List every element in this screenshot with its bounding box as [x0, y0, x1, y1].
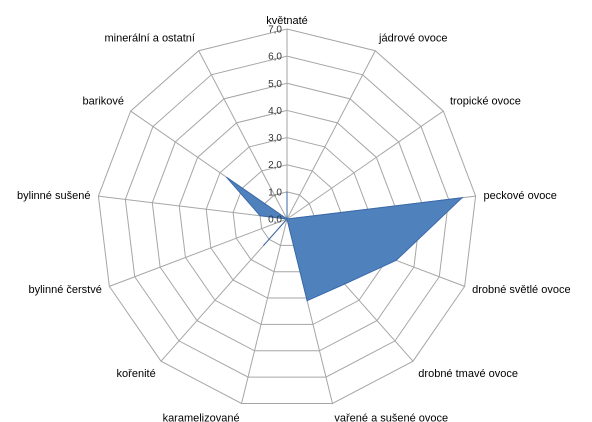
- category-label: tropické ovoce: [450, 96, 521, 108]
- category-label: drobné světlé ovoce: [472, 284, 570, 296]
- category-label: bylinné sušené: [17, 190, 90, 202]
- axis-spoke: [98, 195, 288, 220]
- data-point: [306, 300, 308, 302]
- data-point: [461, 197, 463, 199]
- tick-label: 2,0: [268, 160, 282, 171]
- axis-spoke: [109, 218, 288, 287]
- category-label-layer: květnaté jádrové ovoce tropické ovoce pecko…: [17, 15, 571, 422]
- tick-label: 1,0: [268, 187, 282, 198]
- gridline-ring: [178, 109, 396, 325]
- axis-spoke: [198, 50, 288, 220]
- series-area: [226, 176, 464, 302]
- data-point: [344, 283, 346, 285]
- axis-spoke: [241, 218, 288, 404]
- tick-layer: 0,0 1,0 2,0 3,0 4,0 5,0 6,0 7,0: [268, 25, 282, 226]
- gridline-ring: [124, 55, 450, 378]
- tick-label: 5,0: [268, 79, 282, 90]
- tick-label: 0,0: [268, 215, 282, 226]
- tick-label: 3,0: [268, 133, 282, 144]
- data-point: [226, 176, 228, 178]
- tick-label: 6,0: [268, 52, 282, 63]
- data-point: [395, 259, 397, 261]
- category-label: vařené a sušené ovoce: [334, 412, 448, 422]
- gridline-ring: [151, 82, 423, 352]
- category-label: karamelizované: [163, 412, 240, 422]
- category-label: květnaté: [266, 15, 308, 27]
- tick-label: 4,0: [268, 106, 282, 117]
- category-label: minerální a ostatní: [104, 33, 195, 45]
- category-label: peckové ovoce: [484, 190, 557, 202]
- axis-spoke: [286, 50, 376, 220]
- data-point: [286, 218, 288, 220]
- category-label: jádrové ovoce: [378, 33, 448, 45]
- series-layer: [226, 176, 464, 302]
- category-label: kořenité: [117, 368, 156, 380]
- axis-spoke: [286, 110, 444, 220]
- category-label: barikové: [82, 96, 124, 108]
- category-label: drobné tmavé ovoce: [418, 368, 518, 380]
- gridline-ring: [205, 137, 369, 299]
- gridline-ring: [97, 28, 477, 404]
- data-point: [263, 244, 265, 246]
- category-label: bylinné čerstvé: [28, 284, 101, 296]
- data-point: [259, 215, 261, 217]
- tick-label: 7,0: [268, 25, 282, 36]
- data-point: [286, 191, 288, 193]
